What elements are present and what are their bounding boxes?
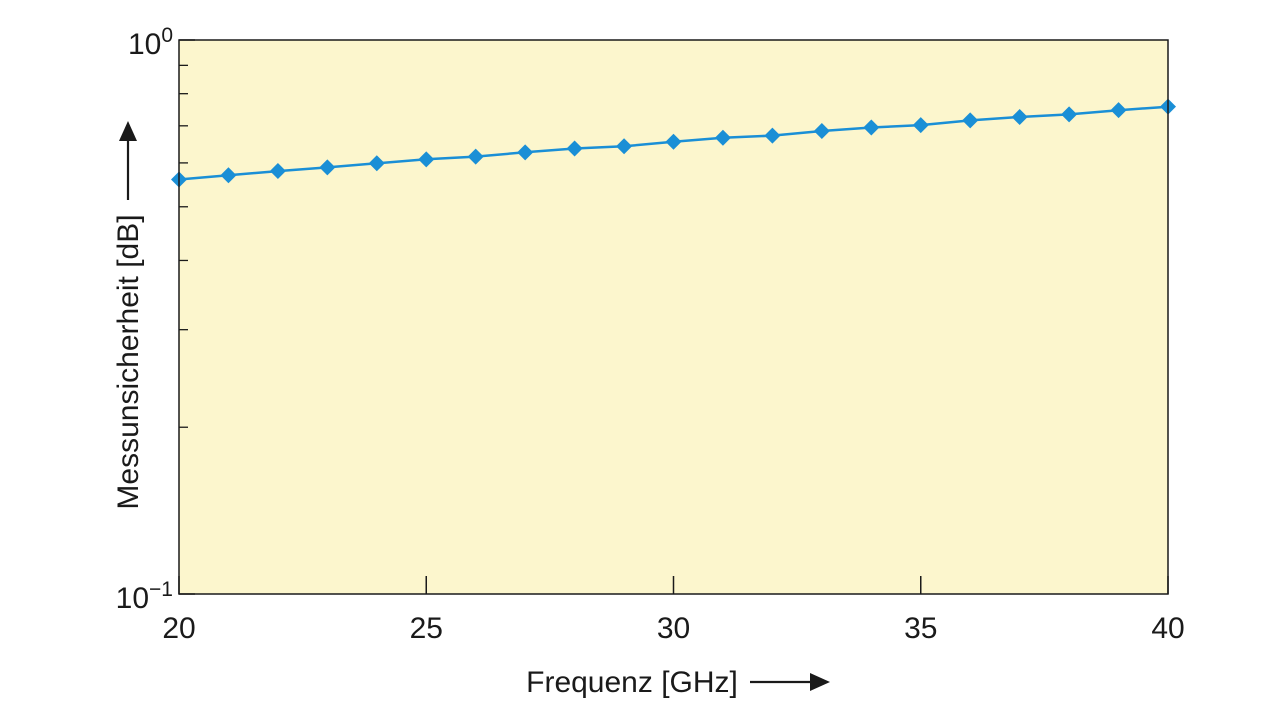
data-point <box>863 119 880 136</box>
y-axis-ticks: 100 10−1 <box>116 24 195 615</box>
data-point <box>912 117 929 134</box>
data-point <box>566 140 583 157</box>
data-point <box>220 167 237 184</box>
x-tick-label: 35 <box>904 612 937 645</box>
data-point <box>813 123 830 140</box>
plot-area <box>179 40 1168 594</box>
x-axis-label: Frequenz [GHz] <box>526 666 738 699</box>
data-point <box>517 144 534 161</box>
data-point <box>1011 109 1028 126</box>
y-axis-arrow <box>119 121 137 200</box>
data-point <box>616 138 633 155</box>
x-tick-label: 40 <box>1151 612 1184 645</box>
data-point <box>714 129 731 146</box>
data-point <box>665 133 682 150</box>
data-point <box>368 155 385 172</box>
x-tick-label: 25 <box>410 612 443 645</box>
series-layer <box>171 98 1176 188</box>
y-axis-label: Messunsicherheit [dB] <box>112 214 145 509</box>
data-point <box>269 163 286 180</box>
data-point <box>467 148 484 165</box>
data-point <box>1110 102 1127 119</box>
data-point <box>418 151 435 168</box>
x-axis-ticks: 20 25 30 35 40 <box>162 576 1185 645</box>
x-tick-label: 20 <box>162 612 195 645</box>
data-point <box>962 112 979 129</box>
y-minor-ticks <box>179 64 188 428</box>
x-axis-arrow <box>750 673 830 691</box>
y-tick-label: 100 <box>128 24 173 61</box>
data-point <box>1061 106 1078 123</box>
plot-frame <box>178 39 1169 595</box>
x-tick-label: 30 <box>657 612 690 645</box>
data-point <box>319 159 336 176</box>
data-point <box>764 127 781 144</box>
y-tick-label: 10−1 <box>116 578 173 615</box>
